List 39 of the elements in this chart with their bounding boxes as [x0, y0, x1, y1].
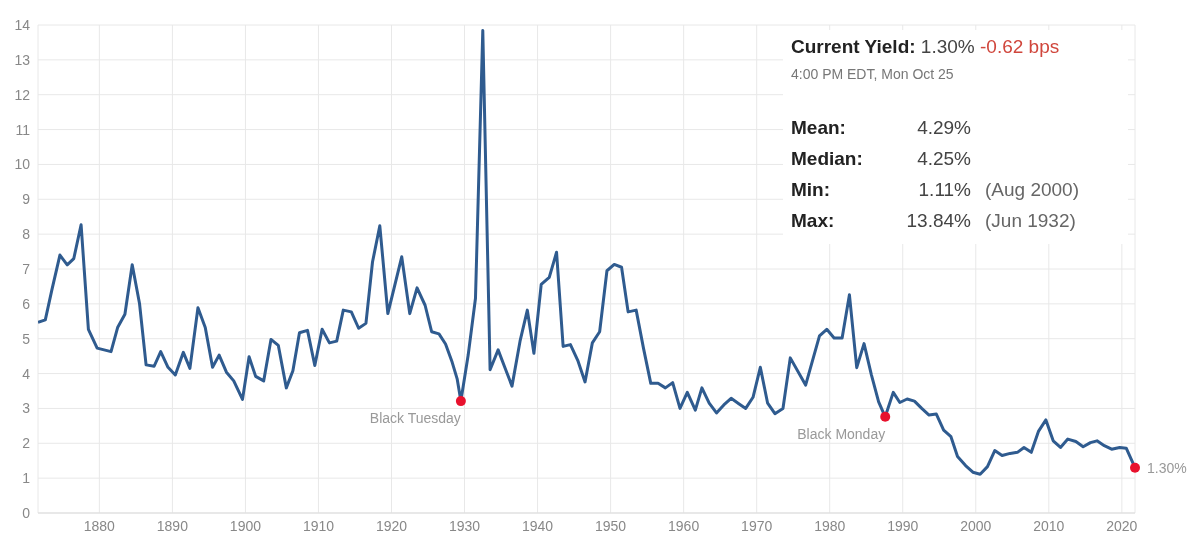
- annotation: Current Yield: 1.30% -0.62 bps: [791, 36, 1060, 57]
- x-tick-label: 1880: [83, 517, 116, 534]
- y-tick-label: 9: [22, 191, 31, 208]
- x-tick-label: 1890: [156, 517, 189, 534]
- x-tick-label: 2020: [1106, 517, 1138, 534]
- annotation: Black Tuesday: [369, 410, 461, 427]
- y-tick-label: 5: [22, 330, 31, 347]
- y-tick-label: 12: [14, 86, 31, 103]
- x-tick-label: 2000: [960, 517, 992, 534]
- x-tick-label: 1950: [595, 517, 627, 534]
- text: Max: 13.84% (Jun 1932): [791, 209, 1076, 231]
- x-tick-label: 1970: [741, 517, 773, 534]
- y-tick-label: 0: [22, 504, 31, 521]
- x-tick-label: 1900: [229, 517, 262, 534]
- x-tick-label: 1980: [814, 517, 846, 534]
- annotation: Black Monday: [797, 425, 886, 442]
- y-tick-label: 3: [22, 400, 31, 417]
- x-tick-label: 1930: [448, 517, 481, 534]
- x-tick-label: 1920: [375, 517, 408, 534]
- text: Median: 4.25%: [791, 147, 971, 169]
- y-tick-label: 4: [22, 365, 31, 382]
- text: Mean: 4.29%: [791, 116, 971, 138]
- y-tick-label: 6: [22, 295, 31, 312]
- x-tick-label: 2010: [1033, 517, 1065, 534]
- text: Min: 1.11% (Aug 2000): [791, 178, 1080, 200]
- y-tick-label: 13: [14, 51, 31, 68]
- x-tick-label: 1940: [521, 517, 554, 534]
- x-tick-label: 1960: [668, 517, 700, 534]
- annotation: 1.30%: [1147, 459, 1187, 476]
- y-tick-label: 1: [22, 470, 31, 487]
- y-tick-label: 2: [22, 435, 31, 452]
- y-tick-label: 14: [14, 16, 31, 33]
- x-tick-label: 1910: [302, 517, 335, 534]
- x-tick-label: 1990: [887, 517, 919, 534]
- y-tick-label: 10: [14, 156, 31, 173]
- y-tick-label: 11: [15, 121, 31, 138]
- y-tick-label: 8: [22, 226, 31, 243]
- annotation: 4:00 PM EDT, Mon Oct 25: [791, 66, 955, 82]
- y-tick-label: 7: [22, 260, 31, 277]
